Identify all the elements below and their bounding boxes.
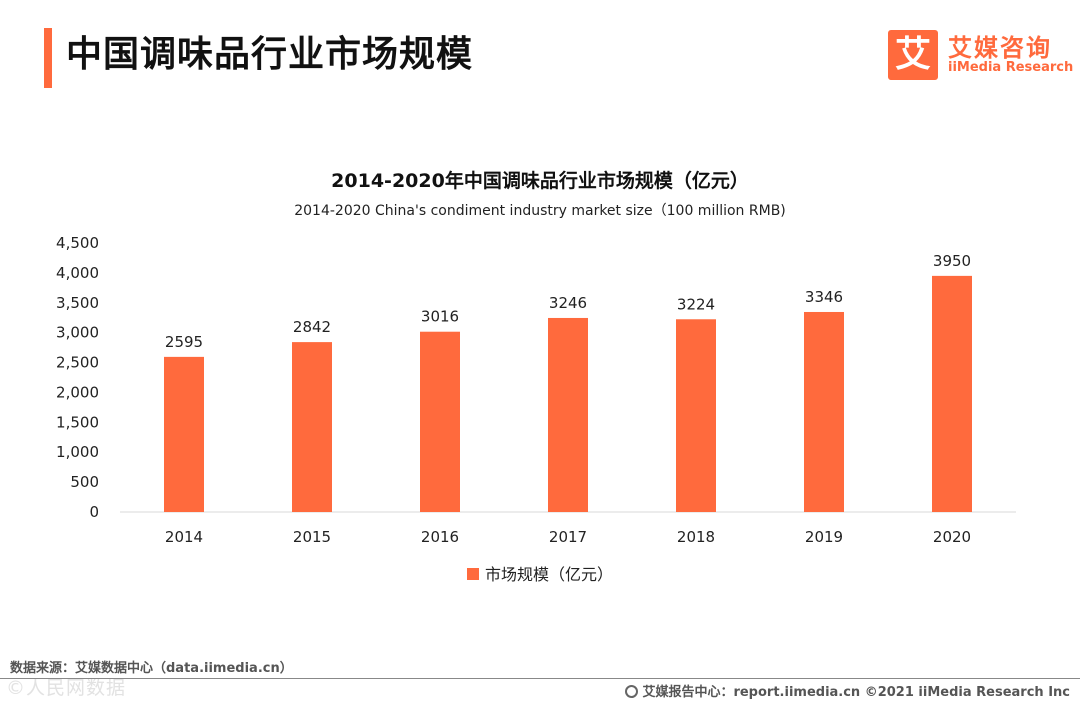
legend-label: 市场规模（亿元） [484,565,613,584]
logo-mark-icon: 艾 [888,30,938,80]
bar [164,356,204,512]
y-tick-label: 3,000 [56,324,99,342]
y-tick-label: 4,500 [56,234,99,252]
data-source-note: 数据来源：艾媒数据中心（data.iimedia.cn） [10,661,293,676]
chart-subtitle: 2014-2020 China's condiment industry mar… [294,203,786,219]
y-tick-label: 1,000 [56,443,99,461]
data-label: 3950 [933,252,971,270]
x-tick-label: 2015 [293,528,331,546]
y-tick-label: 2,500 [56,354,99,372]
footer-report-text: 艾媒报告中心：report.iimedia.cn ©2021 iiMedia R… [642,685,1070,700]
watermark: ©人民网数据 [6,677,127,699]
chart-legend: 市场规模（亿元） [0,561,1080,585]
data-label: 2842 [293,318,331,336]
data-label: 3016 [421,308,459,326]
title-accent-bar [44,28,52,88]
x-tick-label: 2014 [165,528,203,546]
bar [804,311,844,512]
x-tick-label: 2020 [933,528,971,546]
y-tick-label: 3,500 [56,294,99,312]
brand-logo: 艾 艾媒咨询 iiMedia Research [888,30,1073,80]
bar [932,275,972,512]
chart-title: 2014-2020年中国调味品行业市场规模（亿元） [331,170,749,192]
data-label: 3346 [805,288,843,306]
y-tick-label: 0 [89,503,99,521]
bar [420,331,460,512]
data-label: 3224 [677,295,715,313]
bar [548,317,588,512]
globe-icon [625,685,639,698]
data-label: 2595 [165,333,203,351]
logo-name-en: iiMedia Research [948,60,1074,75]
data-label: 3246 [549,294,587,312]
y-tick-label: 4,000 [56,264,99,282]
y-tick-label: 1,500 [56,413,99,431]
footer-divider [0,678,1080,679]
logo-name-cn: 艾媒咨询 [948,34,1052,62]
bar [292,342,332,512]
x-tick-label: 2017 [549,528,587,546]
y-tick-label: 500 [70,473,99,491]
x-tick-label: 2016 [421,528,459,546]
page-title: 中国调味品行业市场规模 [66,34,474,75]
x-tick-label: 2019 [805,528,843,546]
x-tick-label: 2018 [677,528,715,546]
legend-swatch-icon [466,567,479,580]
footer-report-credit: 艾媒报告中心：report.iimedia.cn ©2021 iiMedia R… [625,681,1070,700]
y-tick-label: 2,000 [56,383,99,401]
bar [676,319,716,512]
